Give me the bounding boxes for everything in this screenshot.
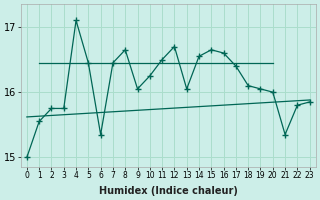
X-axis label: Humidex (Indice chaleur): Humidex (Indice chaleur)	[99, 186, 238, 196]
